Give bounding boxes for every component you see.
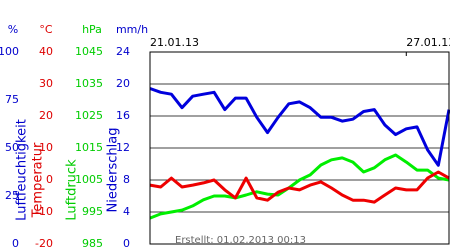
y-tick-label: 0 (46, 173, 53, 186)
x-tick-label: 27.01.13 (406, 36, 450, 49)
axis-label: Luftfeuchtigkeit (15, 119, 30, 221)
y-tick-label: 985 (82, 237, 103, 250)
y-tick-label: -10 (35, 205, 53, 218)
axis-unit: °C (39, 23, 53, 36)
axis-unit: mm/h (116, 23, 148, 36)
y-tick-label: 1035 (75, 77, 103, 90)
series-line (149, 87, 450, 167)
y-tick-label: 10 (39, 141, 53, 154)
x-tick-label: 21.01.13 (150, 36, 199, 49)
y-tick-label: 1045 (75, 45, 103, 58)
y-tick-label: 16 (116, 109, 130, 122)
y-tick-label: 20 (116, 77, 130, 90)
y-tick-label: 30 (39, 77, 53, 90)
y-tick-label: 995 (82, 205, 103, 218)
y-tick-label: 12 (116, 141, 130, 154)
series-line (149, 170, 450, 204)
y-tick-label: 100 (0, 45, 19, 58)
axis-label: Temperatur (31, 142, 46, 218)
y-tick-label: 25 (5, 189, 19, 202)
y-tick-label: 1025 (75, 109, 103, 122)
y-tick-label: -20 (35, 237, 53, 250)
y-tick-label: 1005 (75, 173, 103, 186)
series-line (149, 153, 450, 220)
axis-unit: hPa (82, 23, 102, 36)
y-tick-label: 20 (39, 109, 53, 122)
axis-label: Niederschlag (106, 128, 121, 213)
y-tick-label: 50 (5, 141, 19, 154)
y-tick-label: 0 (123, 237, 130, 250)
y-tick-label: 40 (39, 45, 53, 58)
y-tick-label: 8 (123, 173, 130, 186)
plot-frame (149, 51, 450, 245)
axis-label: Luftdruck (65, 159, 80, 221)
footer: Erstellt: 01.02.2013 00:13 (175, 235, 306, 246)
axis-unit: % (8, 23, 18, 36)
y-tick-label: 24 (116, 45, 130, 58)
y-tick-label: 75 (5, 93, 19, 106)
y-tick-label: 4 (123, 205, 130, 218)
y-tick-label: 1015 (75, 141, 103, 154)
y-tick-label: 0 (12, 237, 19, 250)
